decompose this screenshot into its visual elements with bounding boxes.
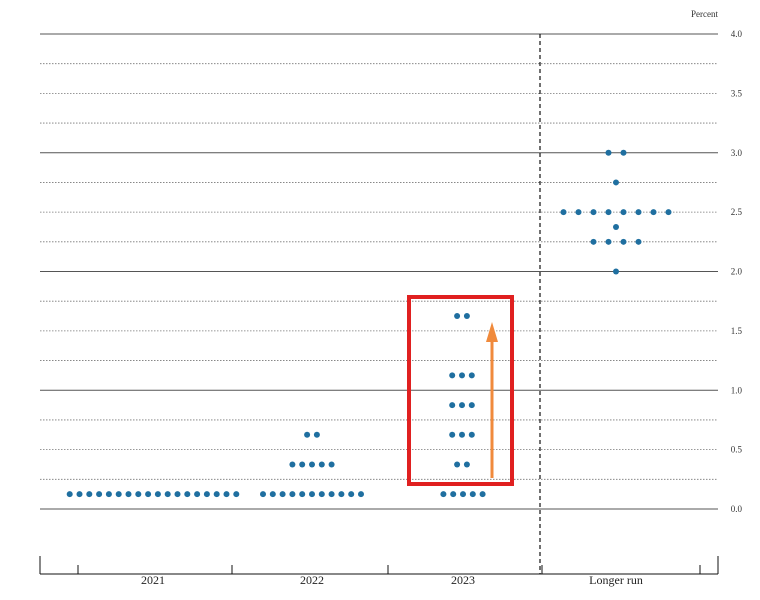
data-point xyxy=(105,491,112,498)
y-tick-label: 2.5 xyxy=(731,207,743,217)
data-point xyxy=(289,491,296,498)
data-point xyxy=(459,372,465,379)
data-point xyxy=(164,491,171,498)
y-tick-label: 0.0 xyxy=(731,504,743,514)
data-point xyxy=(115,491,122,498)
y-tick-label: 4.0 xyxy=(731,29,743,39)
data-point xyxy=(313,431,320,438)
data-point xyxy=(260,491,266,498)
data-point xyxy=(613,179,619,186)
data-point xyxy=(635,238,642,245)
y-tick-label: 0.5 xyxy=(731,445,743,455)
data-point xyxy=(318,461,325,468)
data-point xyxy=(463,461,470,468)
data-point xyxy=(348,491,355,498)
y-tick-label: 1.0 xyxy=(731,385,743,395)
data-point xyxy=(328,491,335,498)
data-point xyxy=(590,209,597,216)
y-tick-label: 3.0 xyxy=(731,148,743,158)
y-tick-label: 1.5 xyxy=(731,326,743,336)
data-point xyxy=(86,491,93,498)
data-point xyxy=(479,491,486,498)
data-point xyxy=(460,491,466,498)
data-point xyxy=(125,491,132,498)
data-point xyxy=(223,491,230,498)
data-point xyxy=(463,313,470,320)
data-point xyxy=(96,491,103,498)
data-point xyxy=(560,209,567,216)
grid-layer xyxy=(40,33,718,510)
data-point xyxy=(233,491,240,498)
data-point xyxy=(299,461,306,468)
data-point xyxy=(613,268,619,275)
data-point xyxy=(650,209,657,216)
data-point xyxy=(613,223,619,230)
data-point xyxy=(605,149,612,156)
data-point xyxy=(269,491,276,498)
data-point xyxy=(468,402,475,409)
data-point xyxy=(620,209,627,216)
data-point xyxy=(440,491,447,498)
x-category-label: 2022 xyxy=(300,573,324,587)
data-point xyxy=(449,372,456,379)
data-point xyxy=(174,491,181,498)
data-point xyxy=(309,491,315,498)
data-point xyxy=(575,209,582,216)
data-point xyxy=(358,491,364,498)
x-category-label: 2021 xyxy=(141,573,165,587)
highlight-arrow-head xyxy=(486,322,498,342)
data-point xyxy=(459,431,465,438)
data-point xyxy=(213,491,220,498)
data-point xyxy=(203,491,210,498)
data-point xyxy=(76,491,83,498)
axis-layer: 4.0 3.5 3.0 2.5 2.0 1.5 1.0 0.5 0.0 2021 2022 2023 L… xyxy=(39,29,743,587)
data-point xyxy=(194,491,201,498)
data-point xyxy=(454,313,461,320)
y-tick-label: 3.5 xyxy=(731,88,743,98)
data-point xyxy=(449,431,456,438)
data-point xyxy=(135,491,142,498)
data-point xyxy=(309,461,315,468)
data-point xyxy=(459,402,465,409)
data-point xyxy=(184,491,191,498)
x-category-label: Longer run xyxy=(589,573,643,587)
unit-label: Percent xyxy=(691,9,718,19)
data-point xyxy=(289,461,296,468)
dots-layer xyxy=(66,149,672,498)
data-point xyxy=(590,238,597,245)
data-point xyxy=(66,491,73,498)
data-point xyxy=(450,491,457,498)
data-point xyxy=(154,491,161,498)
data-point xyxy=(338,491,345,498)
data-point xyxy=(665,209,672,216)
data-point xyxy=(454,461,461,468)
data-point xyxy=(635,209,642,216)
data-point xyxy=(605,238,612,245)
data-point xyxy=(328,461,335,468)
y-tick-label: 2.0 xyxy=(731,267,743,277)
x-category-label: 2023 xyxy=(451,573,475,587)
data-point xyxy=(304,431,311,438)
highlight-box xyxy=(407,295,514,486)
data-point xyxy=(449,402,456,409)
data-point xyxy=(620,238,627,245)
data-point xyxy=(468,372,475,379)
data-point xyxy=(145,491,152,498)
data-point xyxy=(279,491,286,498)
data-point xyxy=(468,431,475,438)
data-point xyxy=(318,491,325,498)
data-point xyxy=(605,209,612,216)
data-point xyxy=(620,149,627,156)
data-point xyxy=(299,491,306,498)
data-point xyxy=(469,491,476,498)
highlight-layer xyxy=(407,295,514,486)
